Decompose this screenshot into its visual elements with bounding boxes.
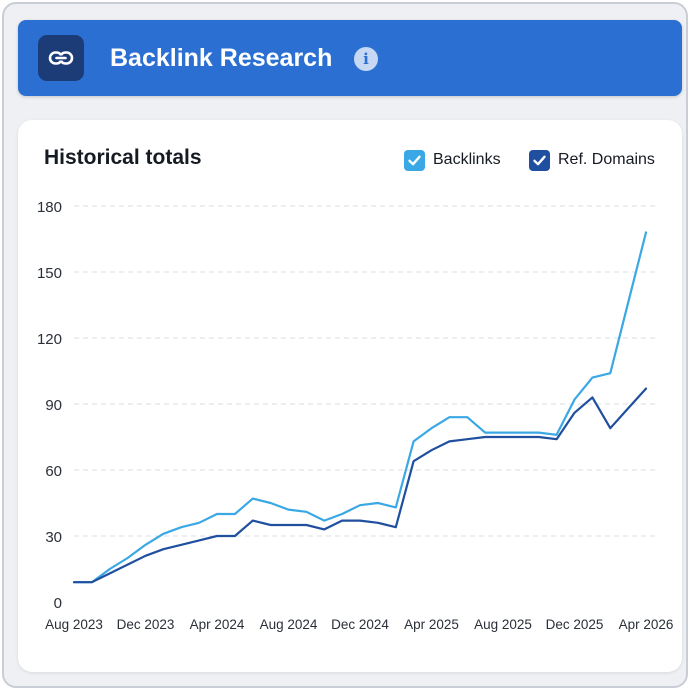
y-tick-label: 180 xyxy=(37,199,62,216)
x-tick-label: Apr 2026 xyxy=(619,617,674,632)
page-title: Backlink Research xyxy=(110,44,333,72)
header-bar: Backlink Research i xyxy=(18,20,682,96)
link-icon xyxy=(38,35,84,81)
x-tick-label: Aug 2024 xyxy=(260,617,318,632)
x-tick-label: Dec 2025 xyxy=(546,617,604,632)
y-tick-label: 30 xyxy=(45,529,62,546)
y-tick-label: 0 xyxy=(54,595,62,612)
x-tick-label: Dec 2023 xyxy=(117,617,175,632)
x-tick-label: Apr 2024 xyxy=(190,617,245,632)
y-tick-label: 120 xyxy=(37,331,62,348)
legend-backlinks-label: Backlinks xyxy=(433,151,501,168)
chart-title: Historical totals xyxy=(44,146,202,169)
y-tick-label: 150 xyxy=(37,265,62,282)
y-tick-label: 90 xyxy=(45,397,62,414)
checkbox-checked-icon[interactable] xyxy=(404,149,425,171)
chart-card: Historical totals Backlinks Ref. Domains… xyxy=(18,120,682,672)
x-tick-label: Apr 2025 xyxy=(404,617,459,632)
x-tick-label: Aug 2025 xyxy=(474,617,532,632)
info-icon[interactable]: i xyxy=(354,47,378,71)
legend-refdomains-label: Ref. Domains xyxy=(558,151,655,168)
checkbox-checked-icon[interactable] xyxy=(529,149,550,171)
series-line-ref-domains xyxy=(72,387,648,584)
x-tick-label: Aug 2023 xyxy=(45,617,103,632)
legend-backlinks-toggle[interactable]: Backlinks xyxy=(404,148,501,172)
y-tick-label: 60 xyxy=(45,463,62,480)
x-tick-label: Dec 2024 xyxy=(331,617,389,632)
legend-refdomains-toggle[interactable]: Ref. Domains xyxy=(529,148,655,172)
line-chart: 0 30 60 90 120 150 180 Aug 2023 Dec 2023 Apr 2024… xyxy=(37,199,674,632)
series-line-backlinks xyxy=(72,231,648,584)
